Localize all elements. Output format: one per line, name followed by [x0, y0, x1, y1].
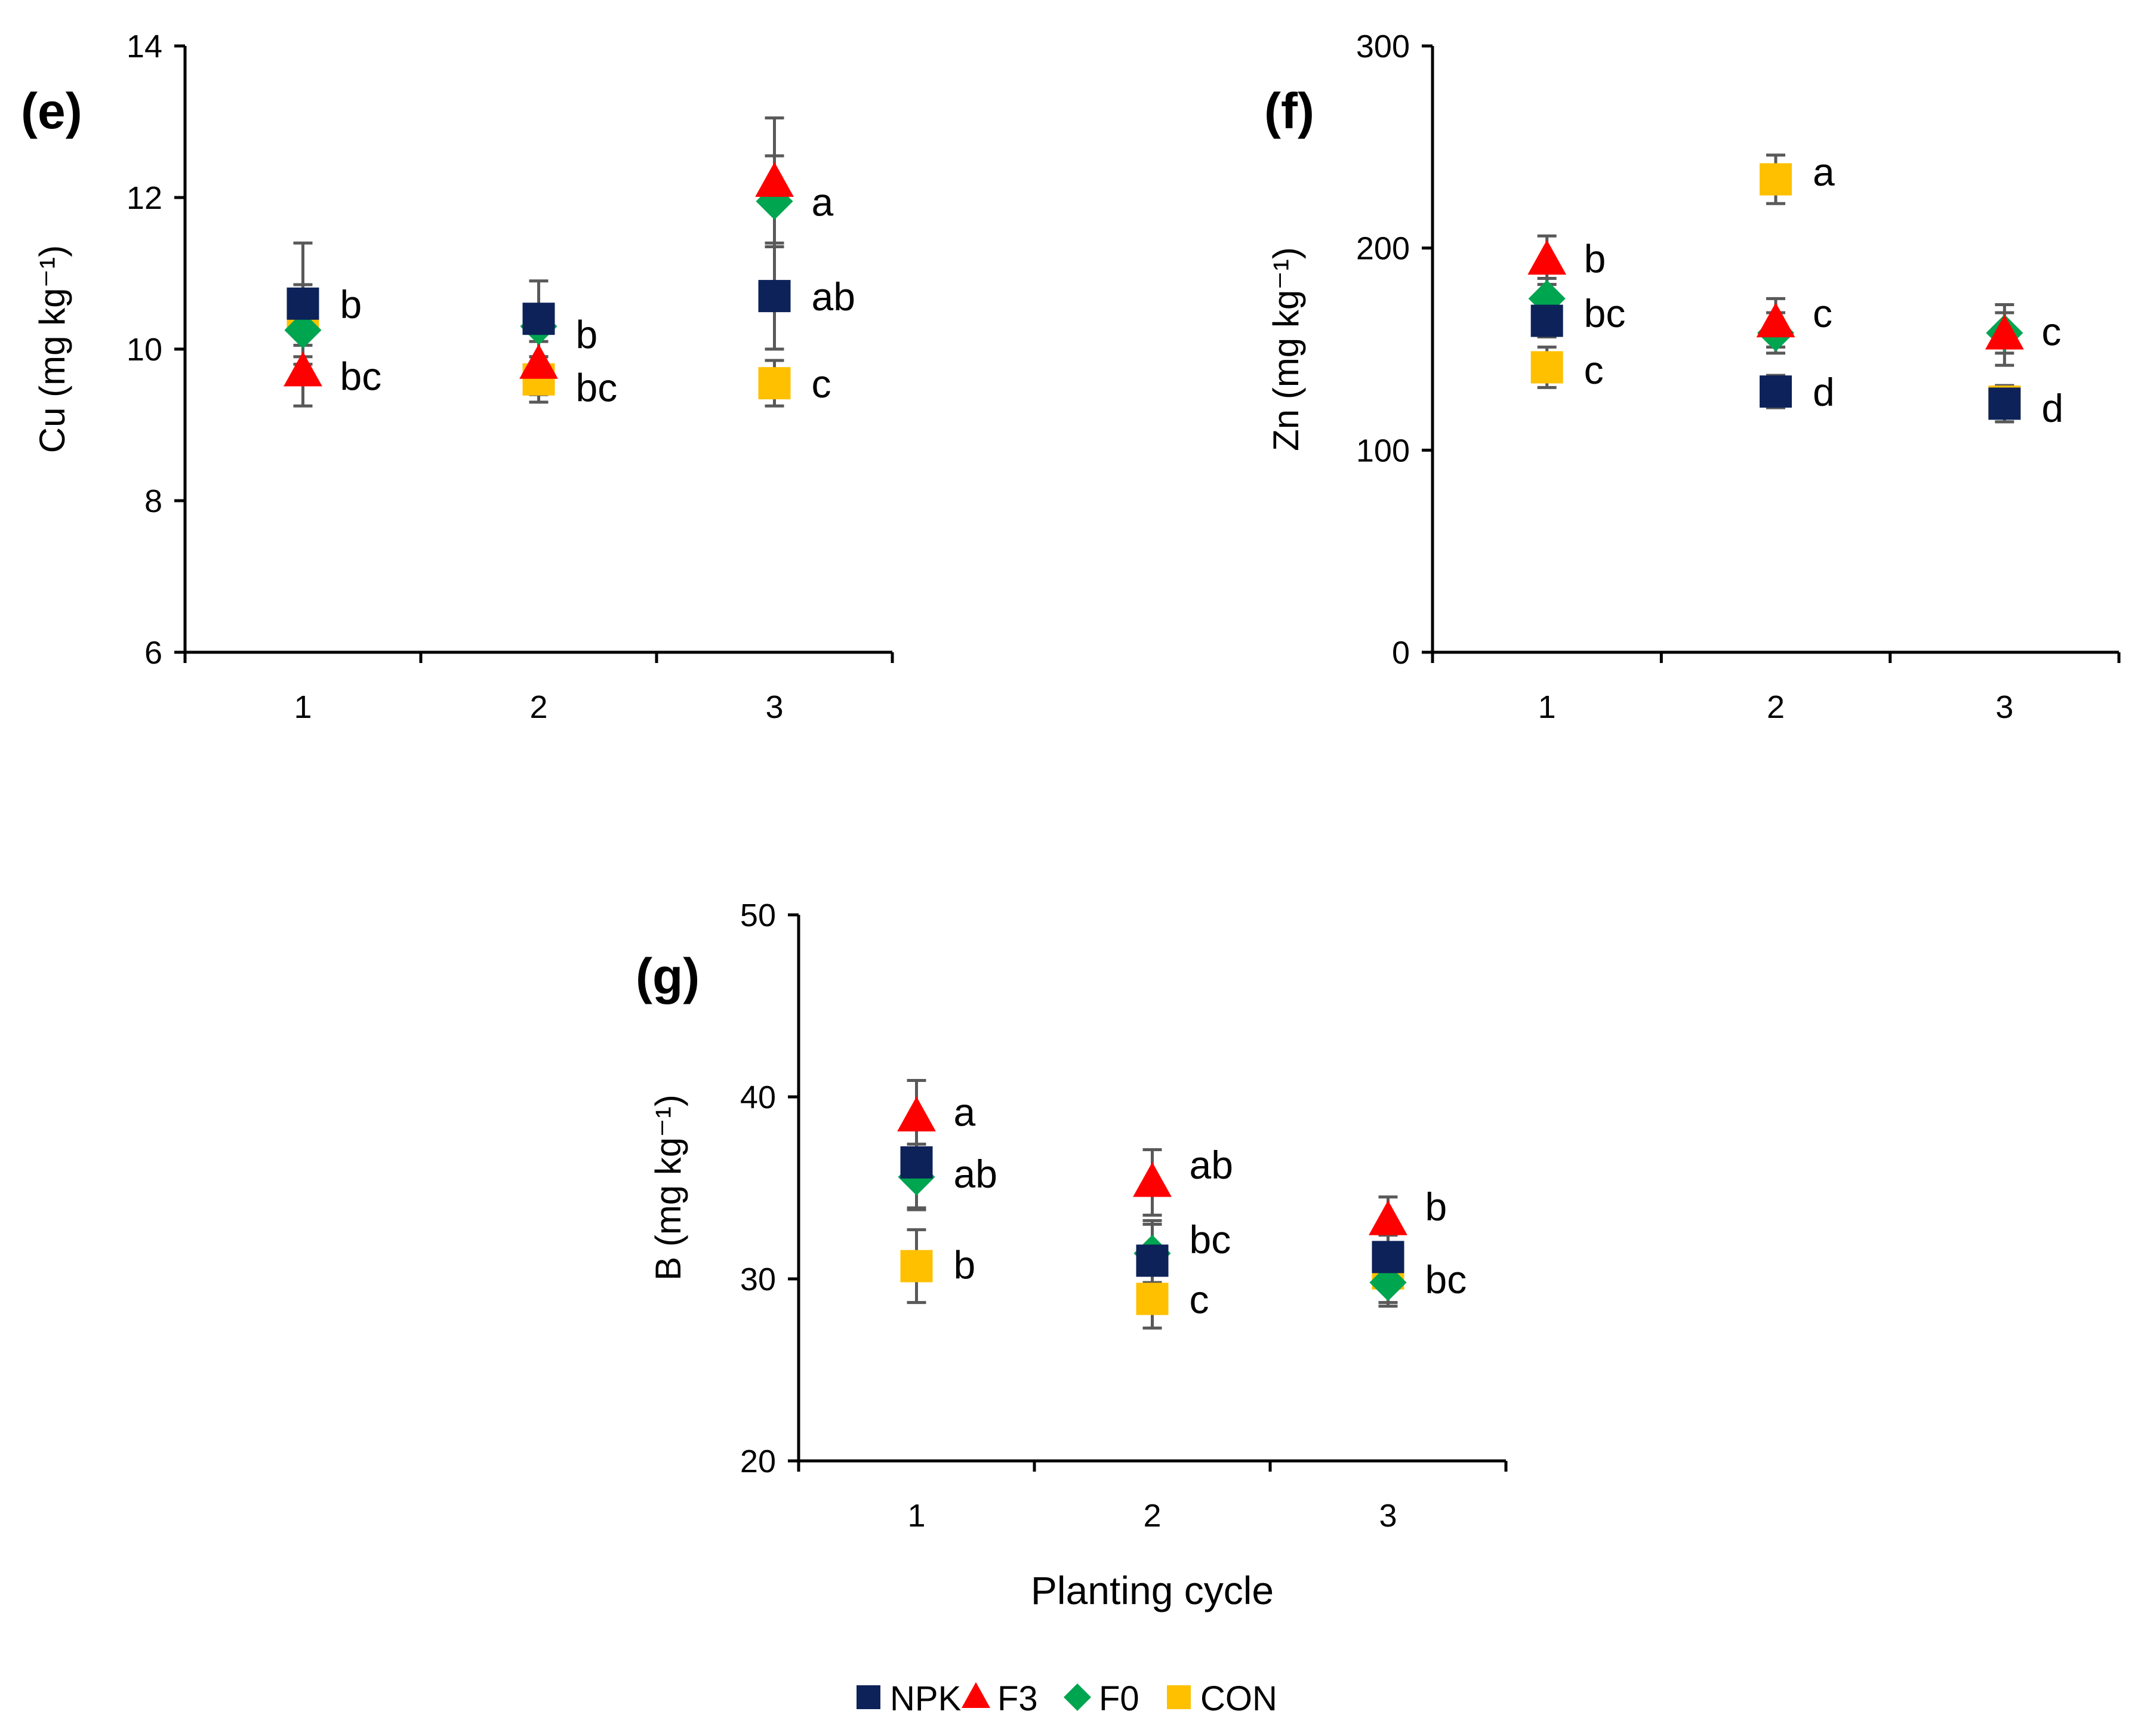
- legend-marker-f0: [1064, 1683, 1091, 1711]
- x-tick-label: 3: [1379, 1498, 1397, 1534]
- legend-item-con: CON: [1167, 1679, 1277, 1718]
- significance-letter: bc: [1584, 291, 1626, 335]
- significance-letter: ab: [812, 275, 855, 319]
- significance-letter: c: [1813, 291, 1832, 335]
- x-tick-label: 2: [529, 689, 547, 725]
- point-con: [1136, 1282, 1169, 1315]
- y-tick-label: 100: [1356, 433, 1410, 468]
- point-f3: [897, 1096, 936, 1131]
- y-tick-label: 0: [1392, 635, 1410, 671]
- point-npk: [287, 287, 319, 320]
- significance-letter: b: [954, 1243, 976, 1287]
- significance-letter: c: [2041, 310, 2061, 354]
- significance-letter: b: [340, 282, 362, 326]
- point-npk: [900, 1146, 933, 1179]
- point-npk: [1530, 304, 1563, 337]
- legend-label: CON: [1200, 1679, 1277, 1718]
- legend: NPK F3 F0 CON: [857, 1679, 1277, 1718]
- y-axis-title: Zn (mg kg⁻¹): [1266, 247, 1306, 451]
- significance-letter: bc: [1425, 1257, 1467, 1302]
- y-axis-title: Cu (mg kg⁻¹): [32, 245, 72, 453]
- significance-letter: c: [812, 362, 831, 406]
- point-npk: [1760, 375, 1792, 408]
- significance-letter: a: [812, 180, 834, 224]
- point-con: [1530, 351, 1563, 384]
- panel-label: (e): [21, 83, 82, 139]
- point-con: [1760, 163, 1792, 196]
- point-npk: [758, 280, 791, 313]
- x-axis-title: Planting cycle: [1031, 1568, 1274, 1612]
- legend-item-f3: F3: [962, 1679, 1038, 1718]
- y-tick-label: 6: [144, 635, 162, 671]
- point-npk: [1136, 1244, 1169, 1277]
- legend-label: F3: [997, 1679, 1038, 1718]
- significance-letter: bc: [340, 354, 382, 398]
- y-tick-label: 300: [1356, 29, 1410, 64]
- point-f0: [756, 183, 793, 220]
- x-tick-label: 1: [294, 689, 312, 725]
- legend-item-f0: F0: [1064, 1679, 1139, 1718]
- point-f3: [519, 344, 558, 379]
- significance-letter: b: [1584, 237, 1606, 281]
- significance-letter: b: [1425, 1185, 1447, 1229]
- point-f3: [1985, 314, 2024, 350]
- panel-label: (f): [1264, 83, 1314, 139]
- point-f0: [284, 312, 322, 349]
- significance-letter: c: [1190, 1278, 1209, 1322]
- significance-letter: b: [576, 313, 598, 357]
- point-f3: [1133, 1162, 1172, 1197]
- legend-label: NPK: [890, 1679, 962, 1718]
- y-tick-label: 200: [1356, 231, 1410, 267]
- point-f3: [1369, 1200, 1407, 1235]
- y-tick-label: 14: [127, 29, 162, 64]
- significance-letter: a: [954, 1090, 976, 1134]
- x-tick-label: 3: [765, 689, 783, 725]
- y-tick-label: 10: [127, 332, 162, 368]
- y-axis-title: B (mg kg⁻¹): [648, 1094, 688, 1281]
- point-f3: [1756, 302, 1795, 338]
- x-tick-label: 1: [907, 1498, 925, 1534]
- significance-letter: d: [1813, 370, 1835, 414]
- point-f3: [755, 162, 794, 197]
- x-tick-label: 3: [1995, 689, 2013, 725]
- y-tick-label: 8: [144, 483, 162, 519]
- y-tick-label: 20: [740, 1444, 776, 1479]
- point-f3: [1527, 239, 1567, 275]
- significance-letter: c: [1584, 348, 1604, 392]
- y-tick-label: 50: [740, 898, 776, 933]
- x-tick-label: 2: [1143, 1498, 1161, 1534]
- significance-letter: ab: [954, 1152, 997, 1196]
- legend-marker-f3: [962, 1682, 990, 1708]
- y-tick-label: 40: [740, 1080, 776, 1115]
- point-con: [900, 1250, 933, 1282]
- significance-letter: bc: [1190, 1217, 1231, 1262]
- point-f3: [284, 351, 322, 387]
- y-tick-label: 30: [740, 1262, 776, 1297]
- panel-label: (g): [636, 948, 700, 1004]
- legend-item-npk: NPK: [857, 1679, 962, 1718]
- point-f0: [1369, 1264, 1407, 1302]
- significance-letter: a: [1813, 150, 1835, 194]
- point-npk: [522, 303, 555, 335]
- legend-label: F0: [1099, 1679, 1139, 1718]
- point-con: [758, 367, 791, 400]
- legend-marker-npk: [857, 1685, 880, 1709]
- y-tick-label: 12: [127, 180, 162, 216]
- panel-g: 20 30 40 50 1 2 3 (g) B (mg kg⁻¹) Planting cycle a…: [636, 898, 1508, 1612]
- x-tick-label: 2: [1767, 689, 1785, 725]
- significance-letter: bc: [576, 366, 618, 410]
- x-tick-label: 1: [1538, 689, 1556, 725]
- significance-letter: d: [2041, 386, 2063, 430]
- significance-letter: ab: [1190, 1143, 1233, 1187]
- point-npk: [1988, 387, 2021, 420]
- legend-marker-con: [1167, 1685, 1191, 1709]
- point-npk: [1372, 1241, 1404, 1274]
